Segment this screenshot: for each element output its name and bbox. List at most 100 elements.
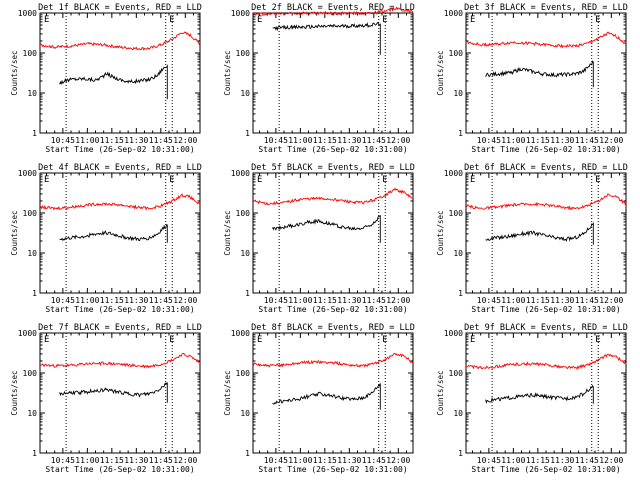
x-tick-label: 12:00 bbox=[173, 136, 197, 145]
x-tick-label: 12:00 bbox=[173, 456, 197, 465]
marker-label-e: E bbox=[382, 335, 387, 345]
y-tick-label: 1000 bbox=[231, 329, 250, 338]
marker-label-e: E bbox=[169, 15, 174, 25]
y-tick-label: 1000 bbox=[231, 9, 250, 18]
panel-title: Det 5f BLACK = Events, RED = LLD bbox=[251, 163, 415, 173]
marker-label-e: E bbox=[470, 15, 475, 25]
panel-det-7: Det 7f BLACK = Events, RED = LLD 1 10 100 10… bbox=[10, 323, 202, 474]
y-tick-label: 10 bbox=[453, 409, 463, 418]
x-tick-label: 10:45 bbox=[264, 296, 288, 305]
y-tick-label: 100 bbox=[236, 369, 251, 378]
events-series-line bbox=[272, 383, 381, 410]
y-axis-label: Counts/sec bbox=[436, 210, 445, 255]
plot-frame bbox=[465, 172, 627, 294]
lld-series-line bbox=[465, 193, 627, 211]
x-tick-label: 11:30 bbox=[124, 456, 148, 465]
x-tick-label: 11:45 bbox=[149, 296, 173, 305]
marker-label-e: E bbox=[169, 335, 174, 345]
events-series-line bbox=[485, 221, 594, 245]
x-axis-label: Start Time (26-Sep-02 10:31:00) bbox=[258, 305, 407, 314]
panel-det-6: Det 6f BLACK = Events, RED = LLD 1 10 100 10… bbox=[436, 163, 628, 314]
plot-frame bbox=[252, 172, 414, 294]
marker-label-e: E bbox=[169, 175, 174, 185]
lld-series-line bbox=[39, 193, 201, 211]
y-tick-label: 1000 bbox=[444, 329, 463, 338]
y-tick-label: 1 bbox=[245, 129, 250, 138]
y-axis-label: Counts/sec bbox=[436, 50, 445, 95]
x-tick-label: 11:15 bbox=[313, 296, 337, 305]
x-axis-label: Start Time (26-Sep-02 10:31:00) bbox=[471, 305, 620, 314]
plot-frame bbox=[465, 332, 627, 454]
x-tick-label: 10:45 bbox=[477, 296, 501, 305]
panel-title: Det 1f BLACK = Events, RED = LLD bbox=[38, 3, 202, 13]
x-tick-label: 11:45 bbox=[362, 296, 386, 305]
x-tick-label: 12:00 bbox=[386, 456, 410, 465]
marker-label-e: E bbox=[595, 175, 600, 185]
y-tick-label: 10 bbox=[240, 249, 250, 258]
x-tick-label: 12:00 bbox=[599, 296, 623, 305]
marker-label-e: E bbox=[382, 175, 387, 185]
x-tick-label: 11:00 bbox=[288, 296, 312, 305]
x-tick-label: 12:00 bbox=[599, 456, 623, 465]
lld-series-line bbox=[252, 6, 414, 16]
y-axis-label: Counts/sec bbox=[223, 50, 232, 95]
x-tick-label: 11:45 bbox=[362, 456, 386, 465]
events-series-line bbox=[485, 384, 594, 404]
x-tick-label: 11:30 bbox=[550, 296, 574, 305]
panel-title: Det 2f BLACK = Events, RED = LLD bbox=[251, 3, 415, 13]
y-axis-label: Counts/sec bbox=[10, 370, 19, 415]
marker-label-e: E bbox=[257, 15, 262, 25]
x-tick-label: 11:00 bbox=[75, 456, 99, 465]
y-axis-label: Counts/sec bbox=[436, 370, 445, 415]
marker-label-e: E bbox=[257, 335, 262, 345]
panel-title: Det 9f BLACK = Events, RED = LLD bbox=[464, 323, 628, 333]
panel-det-2: Det 2f BLACK = Events, RED = LLD 1 10 100 10… bbox=[223, 3, 415, 154]
x-tick-label: 12:00 bbox=[386, 296, 410, 305]
panel-det-9: Det 9f BLACK = Events, RED = LLD 1 10 100 10… bbox=[436, 323, 628, 474]
x-tick-label: 11:30 bbox=[124, 296, 148, 305]
x-tick-label: 12:00 bbox=[599, 136, 623, 145]
x-tick-label: 11:15 bbox=[313, 136, 337, 145]
panel-det-5: Det 5f BLACK = Events, RED = LLD 1 10 100 10… bbox=[223, 163, 415, 314]
x-tick-label: 11:15 bbox=[100, 296, 124, 305]
y-tick-label: 1000 bbox=[444, 169, 463, 178]
x-axis-label: Start Time (26-Sep-02 10:31:00) bbox=[45, 465, 194, 474]
y-tick-label: 10 bbox=[453, 89, 463, 98]
y-tick-label: 100 bbox=[449, 369, 464, 378]
y-tick-label: 100 bbox=[23, 209, 38, 218]
x-tick-label: 11:00 bbox=[288, 456, 312, 465]
panel-title: Det 7f BLACK = Events, RED = LLD bbox=[38, 323, 202, 333]
x-tick-label: 11:15 bbox=[526, 136, 550, 145]
marker-label-e: E bbox=[595, 15, 600, 25]
marker-label-e: E bbox=[44, 335, 49, 345]
lld-series-line bbox=[465, 31, 626, 49]
y-tick-label: 100 bbox=[23, 49, 38, 58]
panel-title: Det 8f BLACK = Events, RED = LLD bbox=[251, 323, 415, 333]
y-axis-label: Counts/sec bbox=[223, 210, 232, 255]
y-tick-label: 1 bbox=[458, 129, 463, 138]
x-tick-label: 11:15 bbox=[100, 136, 124, 145]
x-tick-label: 11:00 bbox=[501, 296, 525, 305]
x-tick-label: 10:45 bbox=[51, 296, 75, 305]
lld-series-line bbox=[252, 187, 414, 206]
y-tick-label: 10 bbox=[453, 249, 463, 258]
lld-series-line bbox=[39, 31, 201, 51]
x-tick-label: 11:45 bbox=[575, 456, 599, 465]
y-tick-label: 1 bbox=[32, 129, 37, 138]
x-tick-label: 10:45 bbox=[264, 456, 288, 465]
panel-title: Det 4f BLACK = Events, RED = LLD bbox=[38, 163, 202, 173]
y-tick-label: 1 bbox=[32, 449, 37, 458]
y-axis-label: Counts/sec bbox=[10, 210, 19, 255]
x-axis-label: Start Time (26-Sep-02 10:31:00) bbox=[471, 145, 620, 154]
x-tick-label: 11:30 bbox=[550, 136, 574, 145]
y-tick-label: 100 bbox=[449, 49, 464, 58]
x-axis-label: Start Time (26-Sep-02 10:31:00) bbox=[45, 145, 194, 154]
x-axis-label: Start Time (26-Sep-02 10:31:00) bbox=[258, 145, 407, 154]
y-tick-label: 1 bbox=[245, 449, 250, 458]
x-axis-label: Start Time (26-Sep-02 10:31:00) bbox=[45, 305, 194, 314]
y-tick-label: 1 bbox=[32, 289, 37, 298]
x-tick-label: 11:00 bbox=[501, 136, 525, 145]
plot-frame bbox=[39, 12, 201, 134]
marker-label-e: E bbox=[470, 335, 475, 345]
